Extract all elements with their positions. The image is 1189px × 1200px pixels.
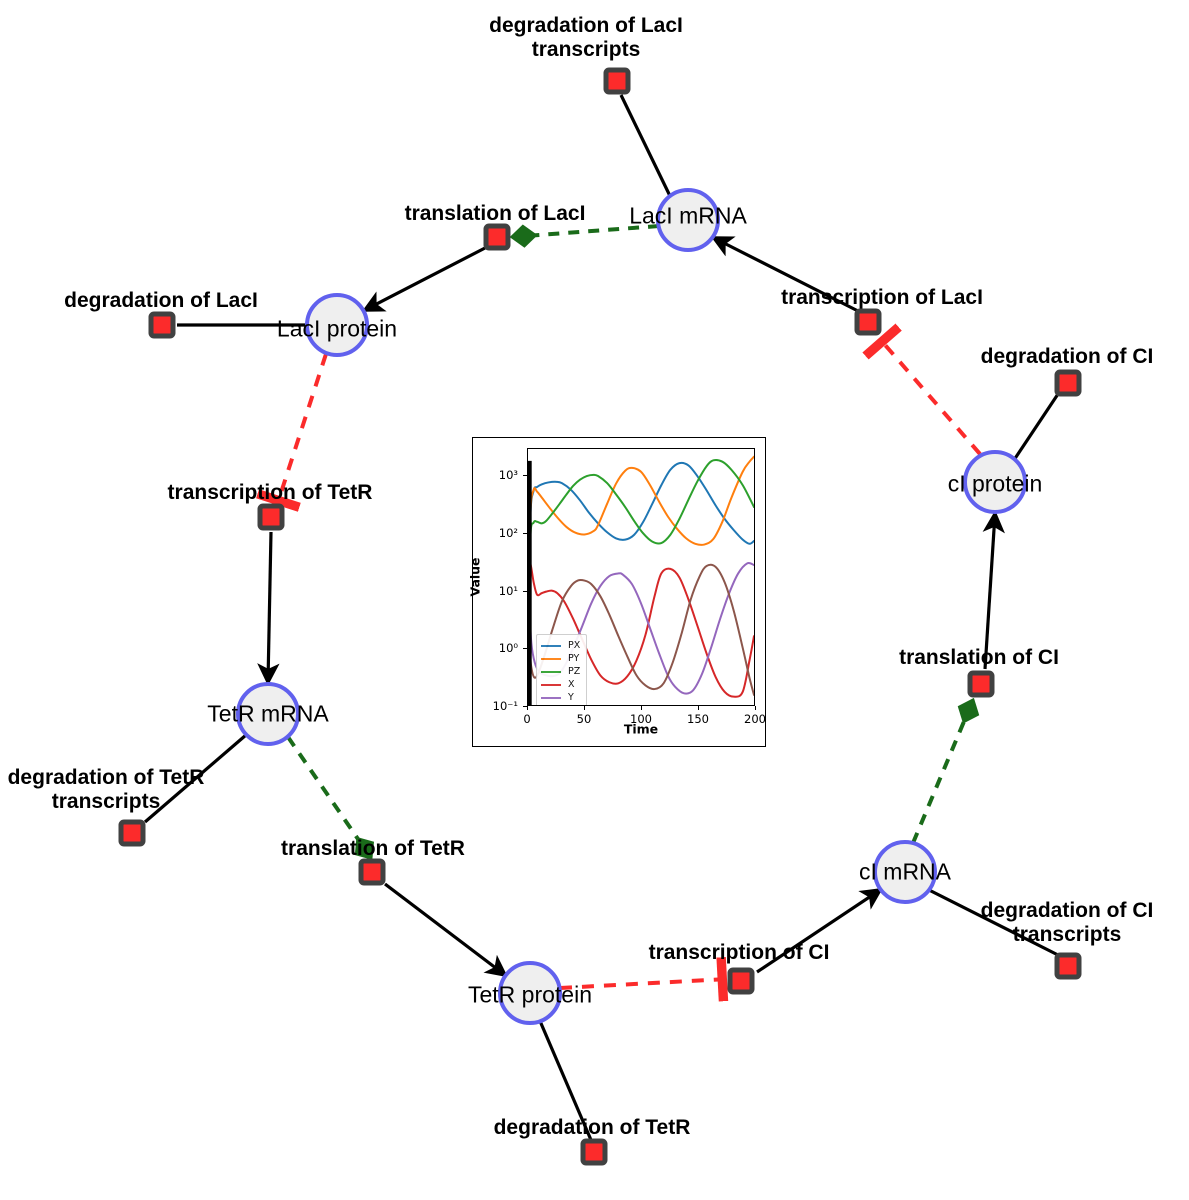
chart-y-axis-title: Value	[467, 557, 483, 597]
legend-label-Y: Y	[568, 691, 574, 703]
legend-item-PX: PX	[541, 639, 580, 652]
chart-x-tick-2: 100	[630, 712, 652, 726]
edge-substrate	[538, 1020, 593, 1141]
chart-series-PZ	[528, 460, 754, 648]
chart-plot-area: PXPYPZXYZ	[527, 448, 755, 706]
reaction-node-transcription_laci[interactable]	[854, 308, 882, 336]
edge-product	[710, 236, 859, 313]
legend-swatch-PZ	[541, 670, 561, 673]
chart-x-tick-0: 0	[523, 712, 531, 726]
chart-x-tick-4: 200	[744, 712, 766, 726]
reaction-node-transcription_ci[interactable]	[727, 967, 755, 995]
species-node-ci_mrna[interactable]	[873, 840, 937, 904]
reaction-node-deg_ci[interactable]	[1054, 369, 1082, 397]
chart-series-PY	[528, 457, 754, 648]
legend-swatch-Y	[541, 696, 561, 699]
chart-legend: PXPYPZXYZ	[536, 634, 588, 705]
species-node-ci_protein[interactable]	[963, 450, 1027, 514]
reaction-node-translation_laci[interactable]	[483, 223, 511, 251]
reaction-node-deg_laci[interactable]	[148, 311, 176, 339]
chart-y-tick-2: 10¹	[498, 583, 518, 598]
reaction-node-deg_ci_transcripts[interactable]	[1054, 952, 1082, 980]
chart-y-tickmark-4	[523, 475, 527, 477]
edges-layer	[143, 94, 1060, 1141]
edge-substrate	[619, 94, 672, 197]
legend-item-Z: Z	[541, 704, 580, 705]
chart-x-tickmark-3	[698, 706, 699, 710]
chart-y-tickmark-0	[523, 706, 527, 707]
edge-product	[982, 510, 1005, 670]
chart-x-tickmark-0	[527, 706, 528, 710]
legend-swatch-X	[541, 683, 561, 686]
edge-substrate	[143, 733, 248, 824]
edge-modifier	[509, 224, 660, 248]
legend-swatch-PY	[541, 657, 561, 660]
chart-x-tickmark-2	[641, 706, 642, 710]
chart-x-tick-1: 50	[576, 712, 592, 726]
edge-modifier	[911, 697, 980, 844]
reaction-node-translation_ci[interactable]	[967, 670, 995, 698]
edge-inhibition	[862, 323, 982, 456]
legend-item-PZ: PZ	[541, 665, 580, 678]
edge-product	[257, 531, 280, 686]
chart-x-axis-title: Time	[623, 721, 659, 737]
species-node-tetr_protein[interactable]	[498, 961, 562, 1025]
chart-y-tickmark-2	[523, 590, 527, 592]
legend-label-PX: PX	[568, 639, 581, 651]
chart-x-tickmark-1	[584, 706, 585, 710]
legend-item-PY: PY	[541, 652, 580, 665]
legend-item-X: X	[541, 678, 580, 691]
chart-y-tick-0: 10⁻¹	[492, 699, 518, 713]
chart-y-tickmark-3	[523, 533, 527, 535]
reaction-node-translation_tetr[interactable]	[358, 858, 386, 886]
species-node-laci_protein[interactable]	[305, 293, 369, 357]
chart-series-PX	[528, 463, 754, 648]
edge-inhibition	[256, 353, 328, 512]
edge-product	[756, 887, 884, 974]
chart-x-tick-3: 150	[687, 712, 709, 726]
legend-label-PY: PY	[568, 652, 580, 664]
legend-swatch-PX	[541, 644, 561, 647]
chart-y-tick-3: 10²	[498, 526, 518, 541]
species-node-laci_mrna[interactable]	[656, 188, 720, 252]
chart-y-tickmark-1	[523, 648, 527, 650]
edge-substrate	[928, 888, 1059, 957]
chart-x-tickmark-4	[755, 706, 756, 710]
timecourse-chart-inset: Value Time 10⁻¹ 10⁰ 10¹ 10² 10³ 0 50 100 150 200…	[468, 437, 766, 747]
edge-product	[384, 882, 508, 978]
edge-substrate	[1012, 393, 1060, 461]
chart-y-tick-1: 10⁰	[498, 641, 518, 656]
nodes-layer	[118, 67, 1082, 1166]
legend-label-PZ: PZ	[568, 665, 581, 677]
reaction-node-deg_laci_transcripts[interactable]	[603, 67, 631, 95]
legend-item-Y: Y	[541, 691, 580, 704]
edge-product	[361, 246, 486, 312]
chart-series-X	[528, 563, 754, 697]
edge-modifier	[286, 735, 375, 860]
reaction-node-deg_tetr_transcripts[interactable]	[118, 819, 146, 847]
species-node-tetr_mrna[interactable]	[236, 682, 300, 746]
legend-label-X: X	[568, 678, 575, 690]
reaction-node-deg_tetr[interactable]	[580, 1138, 608, 1166]
edge-inhibition	[559, 957, 729, 1002]
reaction-node-transcription_tetr[interactable]	[257, 503, 285, 531]
chart-y-tick-4: 10³	[498, 468, 518, 483]
